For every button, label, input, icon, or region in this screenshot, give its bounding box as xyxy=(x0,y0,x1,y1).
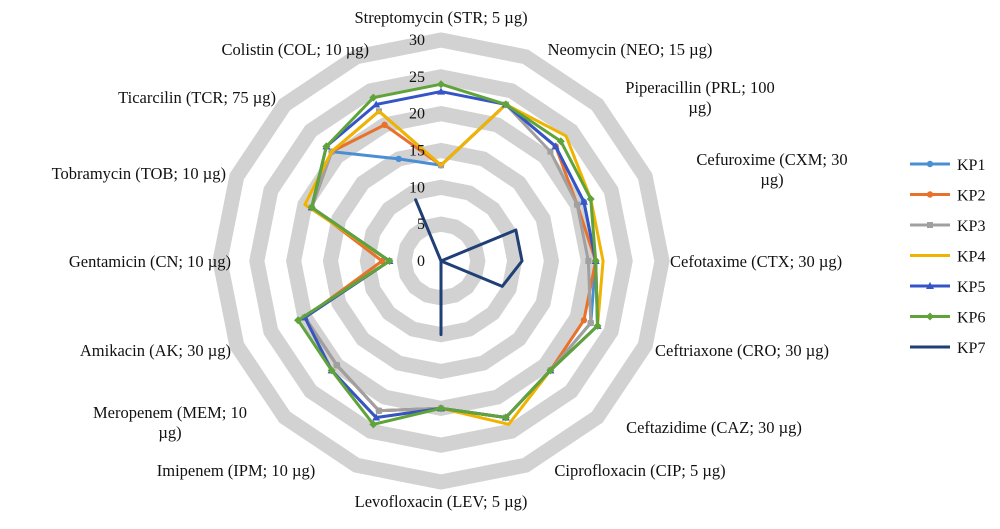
category-label: Ciprofloxacin (CIP; 5 µg) xyxy=(554,461,725,480)
r-tick-label: 15 xyxy=(409,143,425,160)
category-label: Ceftriaxone (CRO; 30 µg) xyxy=(655,341,829,360)
r-tick-label: 30 xyxy=(409,32,425,49)
legend-label: KP3 xyxy=(957,218,985,235)
data-point xyxy=(369,93,378,102)
category-label: Gentamicin (CN; 10 µg) xyxy=(69,252,231,271)
grid-ring xyxy=(212,32,670,490)
category-label: Cefotaxime (CTX; 30 µg) xyxy=(670,252,842,271)
legend-item-kp2: KP2 xyxy=(910,188,985,205)
data-point xyxy=(369,420,378,429)
data-point xyxy=(294,316,303,325)
category-label: Amikacin (AK; 30 µg) xyxy=(80,341,231,360)
data-point xyxy=(926,191,934,198)
data-point xyxy=(547,148,554,155)
legend-label: KP5 xyxy=(957,279,985,296)
data-point xyxy=(333,362,340,369)
category-label: Streptomycin (STR; 5 µg) xyxy=(354,8,527,27)
data-point xyxy=(926,312,934,321)
data-point xyxy=(381,121,388,129)
legend-item-kp1: KP1 xyxy=(910,157,985,174)
category-label: Cefuroxime (CXM; 30 µg) xyxy=(696,150,847,189)
data-point xyxy=(587,320,594,327)
legend-item-kp5: KP5 xyxy=(910,279,985,296)
data-point xyxy=(593,321,602,330)
legend-label: KP4 xyxy=(957,249,985,266)
series-kp7 xyxy=(414,198,524,337)
category-label: Piperacillin (PRL; 100 µg) xyxy=(625,78,774,117)
category-label: Neomycin (NEO; 15 µg) xyxy=(548,40,713,59)
series-kp6 xyxy=(294,80,602,429)
legend-label: KP6 xyxy=(957,310,985,327)
data-point xyxy=(385,257,394,265)
grid-ring xyxy=(322,142,560,380)
data-point xyxy=(372,100,381,108)
data-point xyxy=(579,197,588,205)
grid-ring xyxy=(249,69,633,453)
category-label: Levofloxacin (LEV; 5 µg) xyxy=(355,492,528,511)
data-point xyxy=(437,80,445,89)
data-point xyxy=(926,160,934,168)
legend-item-kp3: KP3 xyxy=(910,218,985,235)
radial-axis-ticks: 0 5 10 15 20 25 30 xyxy=(409,32,425,270)
legend-label: KP7 xyxy=(957,340,985,357)
data-point xyxy=(591,257,600,265)
r-tick-label: 0 xyxy=(417,253,425,270)
category-label: Ceftazidime (CAZ; 30 µg) xyxy=(626,418,802,437)
data-point xyxy=(437,87,445,95)
category-label: Ticarcilin (TCR; 75 µg) xyxy=(118,88,276,107)
legend-label: KP1 xyxy=(957,157,985,174)
series-line xyxy=(414,198,524,337)
data-point xyxy=(307,203,316,212)
radar-grid xyxy=(212,32,670,490)
category-label: Tobramycin (TOB; 10 µg) xyxy=(52,164,226,183)
legend-item-kp4: KP4 xyxy=(910,249,985,266)
legend-label: KP2 xyxy=(957,188,985,205)
data-point xyxy=(551,142,560,150)
data-point xyxy=(437,404,445,413)
data-point xyxy=(395,155,402,163)
data-point xyxy=(322,142,331,151)
r-tick-label: 25 xyxy=(409,69,425,86)
data-point xyxy=(501,413,510,422)
data-point xyxy=(501,100,510,109)
r-tick-label: 20 xyxy=(409,106,425,123)
r-tick-label: 10 xyxy=(409,179,425,196)
data-point xyxy=(556,137,565,146)
category-labels: Streptomycin (STR; 5 µg) Neomycin (NEO; 1… xyxy=(52,8,848,511)
data-point xyxy=(574,201,581,208)
data-point xyxy=(546,366,555,375)
data-point xyxy=(580,317,588,324)
category-label: Imipenem (IPM; 10 µg) xyxy=(157,461,315,480)
r-tick-label: 5 xyxy=(417,216,425,233)
legend-item-kp6: KP6 xyxy=(910,310,985,327)
data-point xyxy=(327,366,336,375)
data-point xyxy=(927,222,933,228)
series-layer xyxy=(294,80,605,429)
data-point xyxy=(375,407,382,414)
data-point xyxy=(372,413,381,421)
category-label: Colistin (COL; 10 µg) xyxy=(222,40,369,59)
category-label: Meropenem (MEM; 10 µg) xyxy=(93,403,247,442)
data-point xyxy=(585,258,592,264)
data-point xyxy=(586,194,595,203)
data-point xyxy=(926,282,934,289)
legend: KP1 KP2 KP3 KP4 KP5 KP6 KP7 xyxy=(910,157,985,357)
data-point xyxy=(378,257,386,265)
legend-item-kp7: KP7 xyxy=(910,340,985,357)
